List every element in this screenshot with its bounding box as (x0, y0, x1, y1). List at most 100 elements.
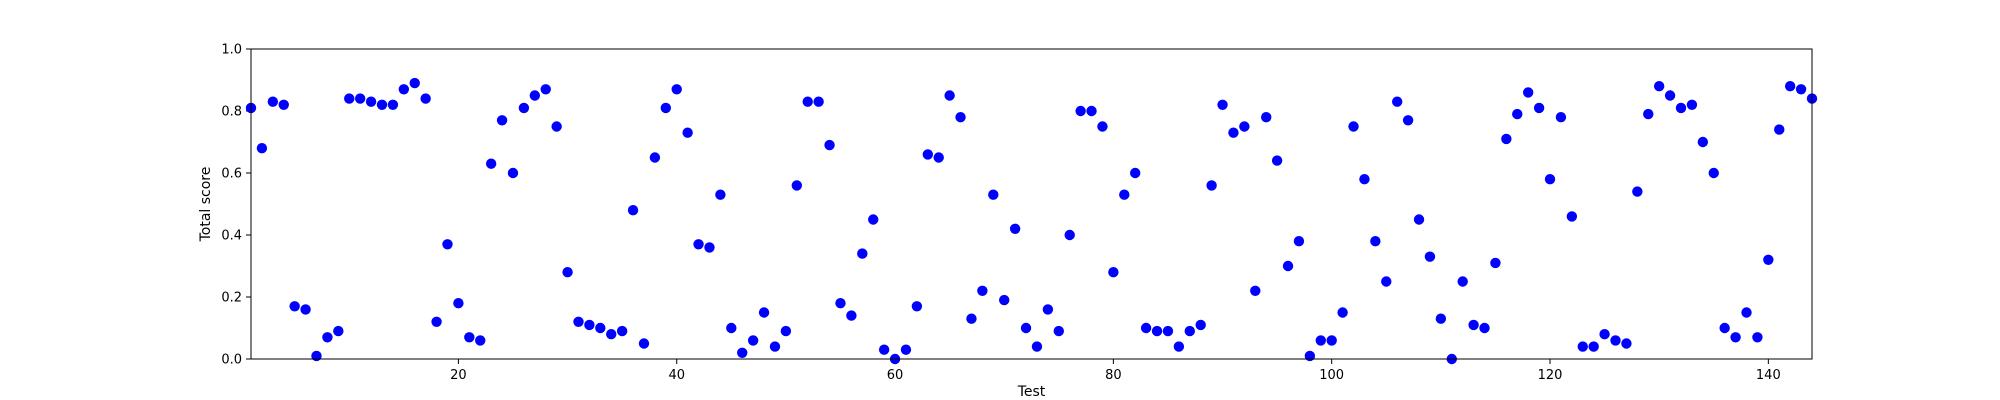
data-point (868, 214, 879, 225)
data-point (1391, 96, 1403, 107)
data-point (1337, 307, 1348, 318)
data-point (333, 325, 344, 337)
data-point (376, 99, 388, 111)
data-point (1184, 325, 1195, 337)
data-point (1795, 84, 1807, 95)
data-point (758, 307, 770, 318)
data-point (606, 329, 617, 340)
data-point (999, 294, 1010, 306)
data-point (878, 344, 890, 355)
data-point (1304, 350, 1316, 362)
data-point (1020, 322, 1032, 334)
data-point (1250, 285, 1261, 296)
data-point (911, 301, 923, 312)
data-point (1784, 81, 1796, 92)
data-point (1435, 313, 1447, 324)
data-point (846, 310, 857, 321)
y-axis-label: Total score (198, 167, 214, 243)
data-point (1610, 335, 1621, 346)
data-point (1544, 174, 1556, 185)
data-point (1675, 102, 1687, 114)
data-point (1577, 341, 1588, 352)
data-point (737, 347, 748, 358)
y-tick-label: 0.6 (221, 167, 242, 182)
data-point (1555, 112, 1567, 123)
data-point (464, 332, 475, 343)
data-point (977, 285, 988, 296)
data-point (1162, 325, 1174, 337)
data-point (1282, 260, 1294, 272)
data-point (278, 99, 289, 111)
data-point (453, 298, 464, 309)
data-point (1424, 251, 1436, 262)
data-point (256, 143, 268, 154)
data-point (1501, 133, 1512, 145)
data-point (1271, 155, 1283, 166)
data-point (966, 313, 977, 324)
data-point (431, 316, 442, 327)
data-point (1086, 105, 1097, 117)
data-point (529, 90, 541, 101)
data-point (442, 239, 453, 250)
data-point (791, 180, 803, 191)
data-point (769, 341, 781, 352)
data-point (1151, 325, 1163, 337)
data-point (485, 158, 497, 169)
data-point (1490, 257, 1501, 269)
data-point (1097, 121, 1108, 132)
data-point (1402, 115, 1414, 126)
data-point (540, 84, 551, 95)
data-point (1239, 121, 1250, 132)
data-point (365, 96, 377, 107)
data-point (1730, 332, 1741, 343)
x-tick-label: 140 (1756, 368, 1781, 383)
data-point (671, 84, 682, 95)
data-point (1763, 254, 1774, 265)
data-point (857, 248, 868, 259)
x-axis-label: Test (1017, 384, 1046, 400)
data-point (1643, 108, 1654, 120)
y-tick-label: 0.4 (221, 229, 242, 244)
x-tick-label: 60 (887, 368, 904, 383)
data-point (1566, 211, 1578, 222)
data-point (1130, 167, 1141, 179)
data-point (300, 304, 311, 315)
data-point (944, 90, 955, 101)
data-point (1359, 174, 1370, 185)
x-tick-label: 100 (1319, 368, 1344, 383)
data-point (704, 242, 715, 253)
x-axis-ticks: 20 40 60 80 100 120 140 (450, 359, 1781, 383)
data-point (638, 338, 650, 349)
data-point (595, 322, 606, 334)
y-axis-ticks: 0.0 0.2 0.4 0.6 0.8 1.0 (221, 43, 251, 368)
data-point (780, 325, 792, 337)
data-point (726, 322, 737, 334)
x-tick-label: 40 (668, 368, 685, 383)
data-point (1522, 87, 1534, 98)
data-point (398, 84, 410, 95)
data-point (354, 93, 366, 104)
plot-area-frame (250, 48, 1813, 360)
data-point (1031, 341, 1043, 352)
data-point (1326, 335, 1337, 346)
data-point (1195, 319, 1206, 331)
data-point (1075, 105, 1086, 117)
data-point (1457, 276, 1468, 287)
data-point (344, 93, 355, 104)
data-point (1599, 329, 1610, 340)
data-point (267, 96, 279, 107)
data-point (1512, 108, 1523, 120)
data-point (1413, 214, 1425, 225)
data-point (1053, 325, 1064, 337)
data-point (715, 189, 726, 200)
data-point (475, 335, 486, 346)
data-point (1009, 223, 1021, 234)
data-point (660, 102, 672, 114)
data-point (627, 205, 639, 216)
data-point (551, 121, 562, 132)
data-point (1293, 236, 1305, 247)
data-point (649, 152, 661, 163)
x-tick-label: 80 (1105, 368, 1122, 383)
data-point (496, 115, 508, 126)
data-point (1479, 322, 1490, 334)
